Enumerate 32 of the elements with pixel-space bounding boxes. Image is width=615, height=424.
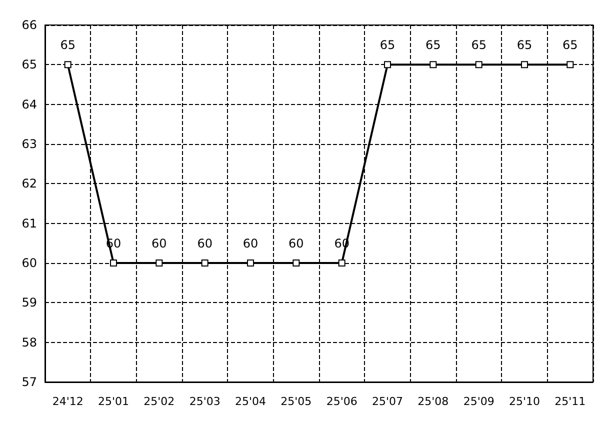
y-tick-label: 58: [22, 335, 37, 350]
x-tick-label: 25'07: [372, 395, 404, 408]
x-tick-label: 25'08: [418, 395, 449, 408]
data-label: 60: [242, 236, 258, 250]
y-tick-label: 63: [22, 137, 37, 151]
data-label: 60: [197, 236, 212, 250]
x-tick-label: 24'12: [52, 395, 84, 408]
data-label: 65: [380, 38, 396, 52]
y-tick-label: 57: [22, 375, 37, 389]
y-tick-label: 66: [22, 18, 37, 32]
data-label: 65: [60, 38, 76, 52]
x-tick-label: 25'05: [280, 395, 312, 408]
y-tick-label: 62: [22, 176, 37, 191]
data-label: 65: [471, 38, 486, 52]
data-label: 65: [426, 38, 441, 52]
y-tick-label: 60: [22, 256, 37, 270]
x-tick-label: 25'04: [234, 395, 266, 408]
x-tick-label: 25'02: [144, 395, 175, 408]
y-tick-label: 59: [22, 296, 37, 310]
data-label: 60: [152, 236, 167, 250]
data-label: 65: [516, 38, 532, 52]
data-label: 60: [288, 236, 304, 250]
y-tick-label: 61: [22, 216, 37, 230]
x-tick-label: 25'10: [508, 395, 540, 408]
x-tick-label: 25'09: [463, 395, 494, 408]
x-tick-label: 25'06: [326, 395, 358, 408]
data-label: 65: [562, 38, 578, 52]
x-tick-label: 25'11: [554, 395, 586, 408]
y-tick-label: 64: [22, 97, 37, 112]
x-tick-label: 25'01: [98, 395, 130, 408]
y-tick-label: 65: [22, 58, 37, 72]
x-tick-label: 25'03: [189, 395, 220, 408]
